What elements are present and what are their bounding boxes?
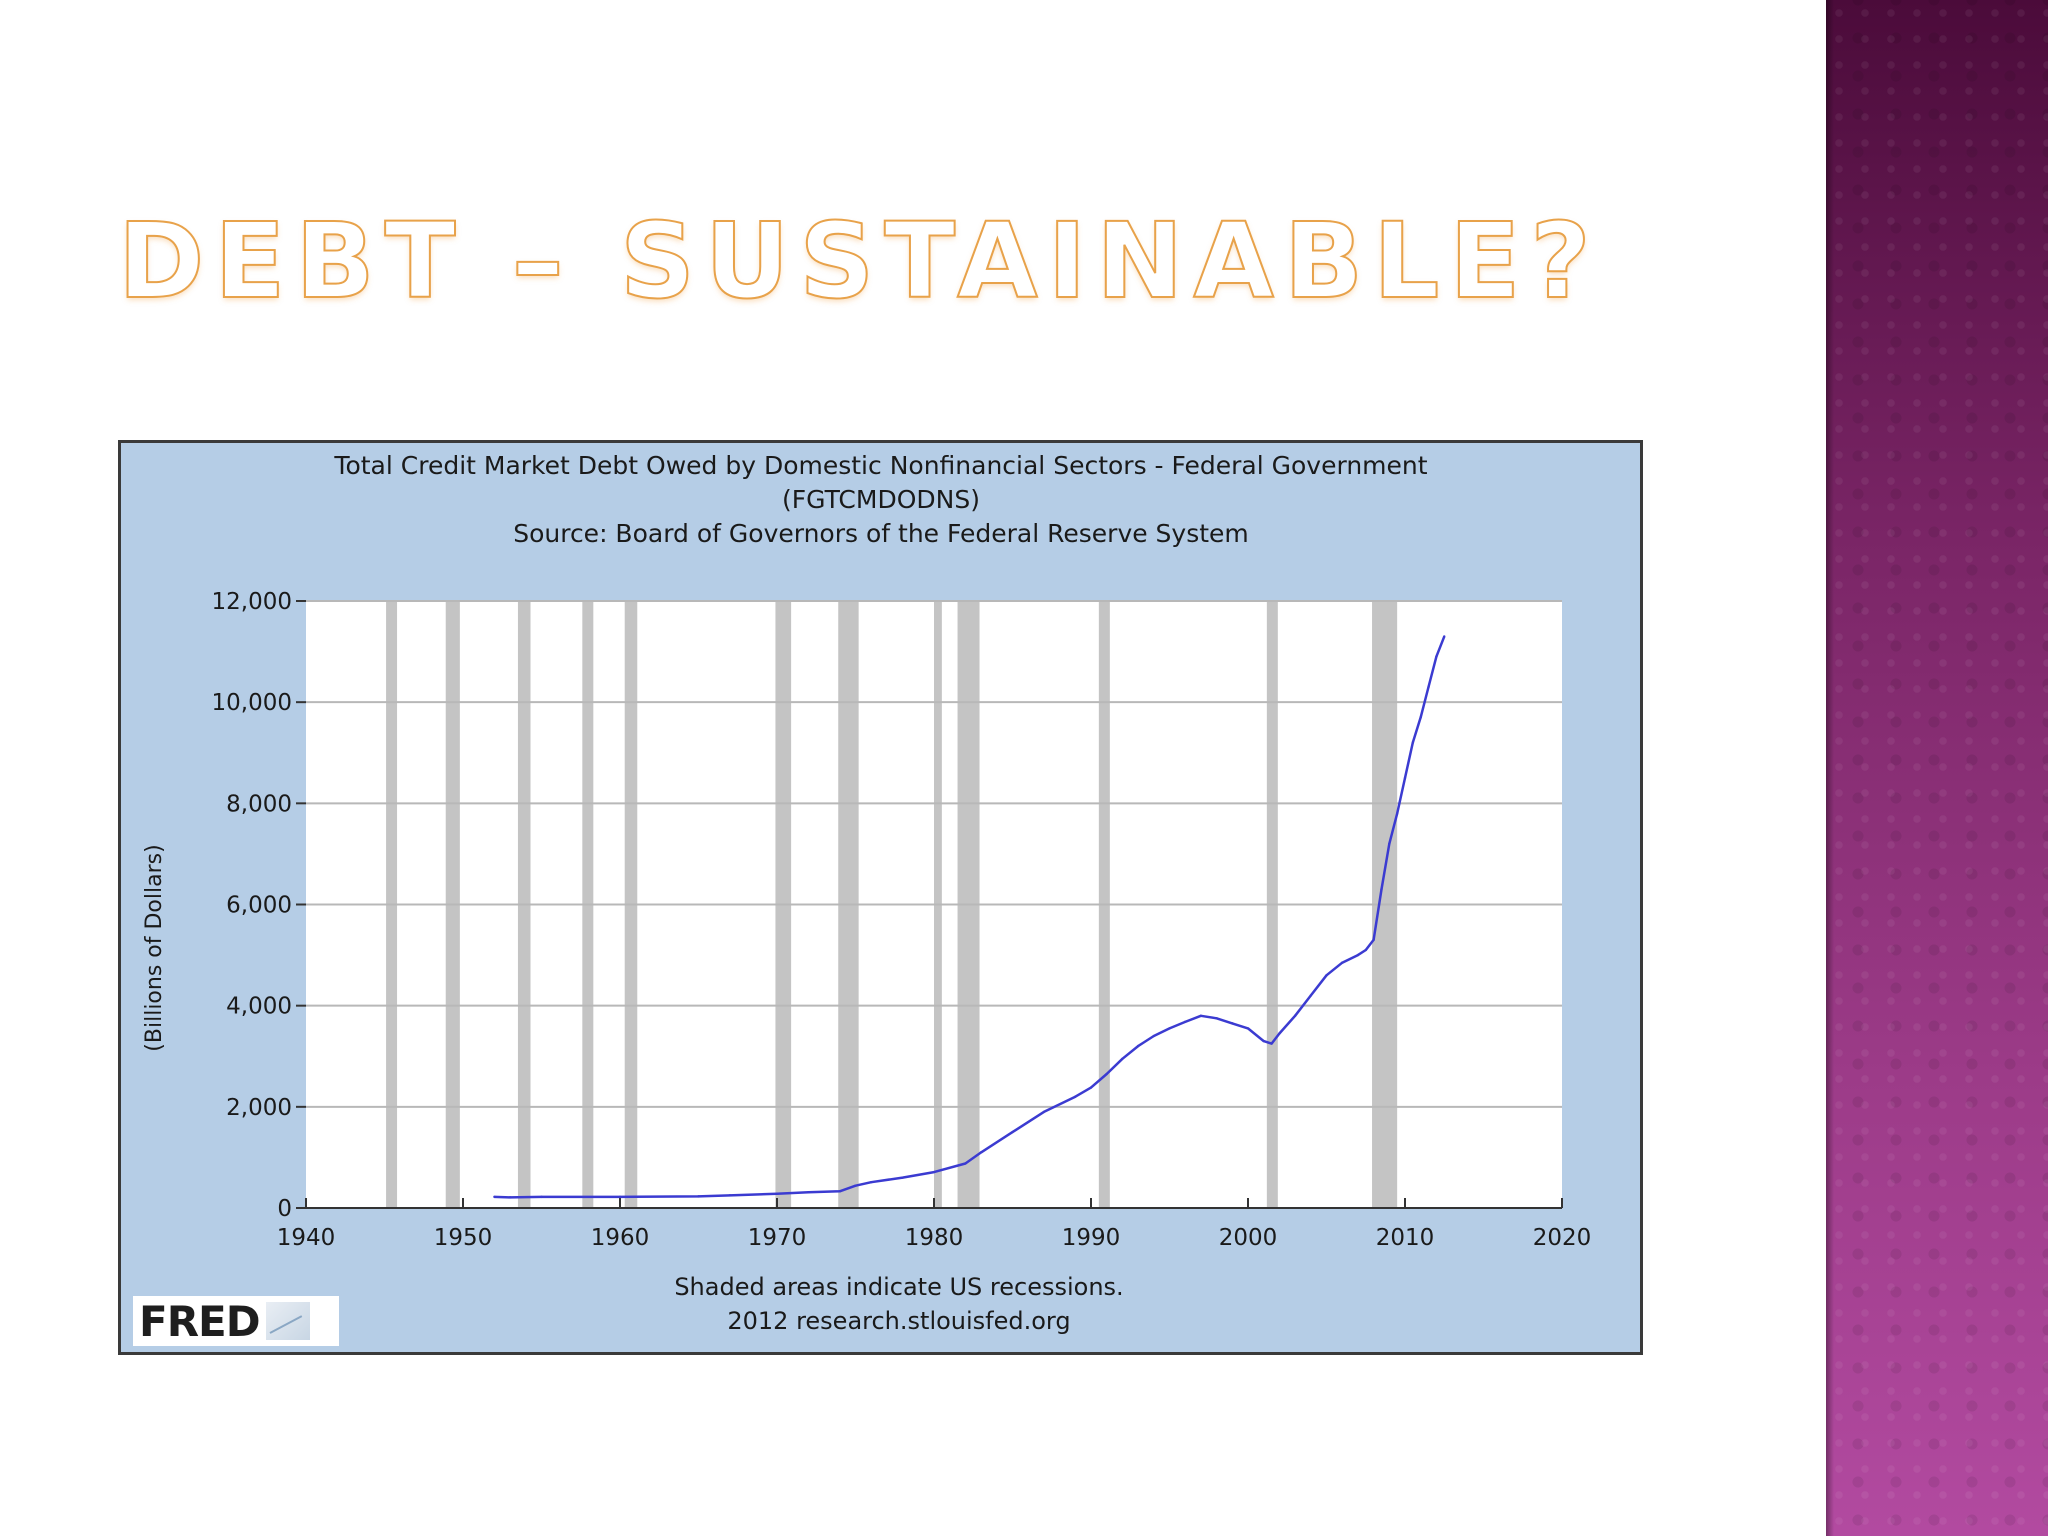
data-point — [697, 1195, 700, 1198]
data-point — [1215, 1017, 1218, 1020]
x-tick-label: 1990 — [1062, 1225, 1121, 1251]
data-point — [807, 1191, 810, 1194]
data-series-line — [494, 635, 1446, 1199]
data-point — [1184, 1020, 1187, 1024]
y-axis-label: (Billions of Dollars) — [142, 844, 167, 1051]
x-tick-label: 1950 — [434, 1225, 493, 1251]
data-point — [932, 1170, 936, 1174]
data-point — [540, 1195, 543, 1199]
data-point — [1341, 961, 1344, 964]
data-point — [1435, 655, 1438, 658]
data-point — [1419, 716, 1422, 719]
data-point — [1105, 1072, 1108, 1076]
x-tick-label: 1940 — [277, 1225, 336, 1251]
data-point — [1042, 1110, 1046, 1114]
source-credit: 2012 research.stlouisfed.org — [727, 1307, 1070, 1335]
data-point — [1262, 1039, 1265, 1043]
y-tick-label: 0 — [277, 1196, 292, 1222]
chart-subtitle: (FGTCMDODNS) — [782, 485, 980, 514]
x-tick-label: 2010 — [1376, 1225, 1435, 1251]
data-point — [870, 1181, 873, 1184]
x-tick-label: 2000 — [1219, 1225, 1278, 1251]
data-point — [1411, 741, 1415, 744]
data-point — [1380, 888, 1383, 891]
data-point — [1199, 1014, 1203, 1017]
chart-frame: Total Credit Market Debt Owed by Domesti… — [118, 440, 1643, 1355]
data-point — [1270, 1042, 1273, 1045]
data-point — [1443, 635, 1446, 638]
data-point — [728, 1194, 732, 1197]
y-tick-label: 2,000 — [226, 1095, 292, 1121]
y-tick-label: 4,000 — [226, 994, 292, 1020]
data-point — [1403, 776, 1407, 780]
data-point — [1011, 1130, 1014, 1134]
data-point — [1246, 1027, 1250, 1030]
data-point — [493, 1195, 496, 1199]
decorative-side-band — [1826, 0, 2048, 1536]
data-point — [964, 1162, 967, 1165]
data-point — [618, 1195, 622, 1199]
y-tick-label: 6,000 — [226, 893, 292, 919]
y-tick-label: 12,000 — [212, 589, 292, 615]
data-point — [1121, 1057, 1124, 1060]
x-tick-label: 1980 — [905, 1225, 964, 1251]
data-point — [1372, 938, 1375, 942]
fred-chart-icon — [265, 1302, 310, 1340]
fred-logo-text: FRED — [139, 1296, 261, 1346]
x-tick-label: 1970 — [748, 1225, 807, 1251]
data-point — [1427, 685, 1430, 689]
x-tick-label: 1960 — [591, 1225, 650, 1251]
data-point — [1152, 1034, 1156, 1038]
data-point — [1089, 1086, 1093, 1089]
data-point — [1325, 974, 1328, 977]
data-point — [901, 1176, 904, 1179]
recession-note: Shaded areas indicate US recessions. — [674, 1273, 1123, 1301]
data-point — [1293, 1014, 1297, 1017]
data-point — [1309, 994, 1313, 997]
data-point — [1395, 812, 1399, 815]
x-tick-label: 2020 — [1533, 1225, 1592, 1251]
slide-title: DEBT – SUSTAINABLE? — [117, 199, 1601, 323]
data-point — [775, 1192, 779, 1196]
data-point — [1364, 948, 1367, 952]
y-tick-label: 10,000 — [212, 690, 292, 716]
chart-title: Total Credit Market Debt Owed by Domesti… — [333, 451, 1427, 480]
data-point — [508, 1196, 512, 1199]
data-point — [1388, 842, 1391, 845]
y-tick-label: 8,000 — [226, 791, 292, 817]
data-point — [1136, 1044, 1140, 1048]
data-point — [979, 1151, 983, 1154]
chart: Total Credit Market Debt Owed by Domesti… — [142, 451, 1592, 1335]
data-point — [1074, 1095, 1077, 1098]
fred-logo: FRED — [133, 1296, 339, 1346]
data-point — [1278, 1032, 1281, 1035]
data-point — [838, 1190, 841, 1193]
chart-source: Source: Board of Governors of the Federa… — [513, 519, 1249, 548]
data-point — [1356, 953, 1360, 957]
data-point — [1168, 1027, 1171, 1030]
plot-area: 0 2,000 4,000 6,000 8,000 10,000 12,000 1940 195… — [212, 589, 1592, 1251]
data-point — [854, 1184, 857, 1187]
data-point — [1231, 1022, 1234, 1025]
